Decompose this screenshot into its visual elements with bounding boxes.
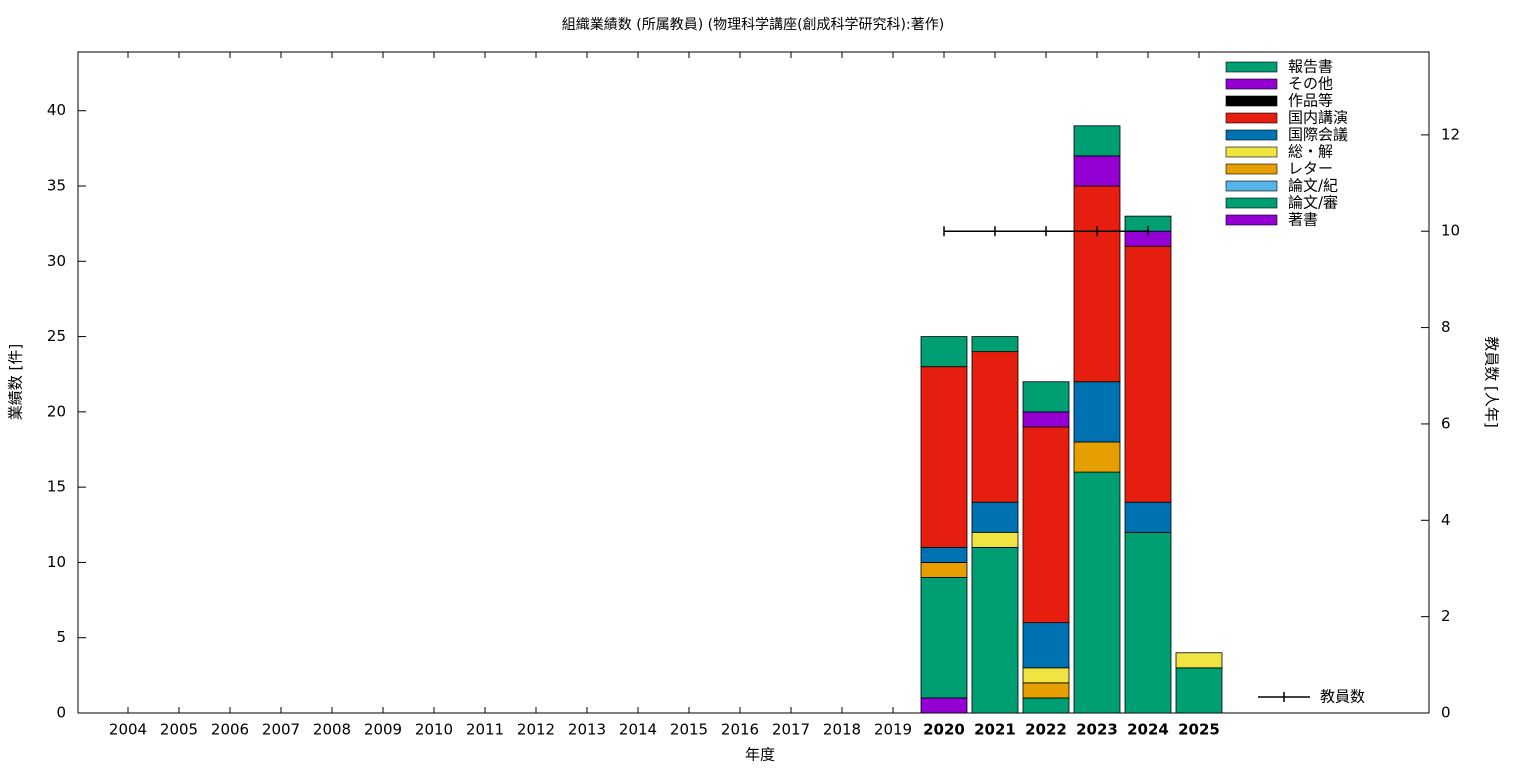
legend-label: 報告書 — [1288, 58, 1333, 76]
x-tick-label: 2025 — [1178, 721, 1220, 739]
legend-label: 著書 — [1288, 211, 1318, 229]
bar-segment — [971, 336, 1019, 353]
bar-segment — [920, 562, 968, 578]
legend-swatch — [1225, 180, 1278, 192]
legend-swatch — [1225, 78, 1278, 90]
y2-tick-label: 12 — [1441, 125, 1460, 143]
x-tick-label: 2024 — [1127, 721, 1169, 739]
bar-segment — [1022, 411, 1070, 428]
y2-tick-label: 2 — [1441, 607, 1451, 625]
bar-segment — [1073, 441, 1121, 473]
x-tick-label: 2013 — [568, 721, 606, 739]
y2-tick-label: 4 — [1441, 511, 1451, 529]
y-tick-label: 20 — [47, 402, 66, 420]
y2-tick-label: 6 — [1441, 414, 1451, 432]
x-axis-label: 年度 — [745, 746, 775, 764]
y-tick-label: 30 — [47, 252, 66, 270]
y2-tick-label: 8 — [1441, 318, 1451, 336]
bar-segment — [1022, 667, 1070, 684]
x-tick-label: 2018 — [823, 721, 861, 739]
x-tick-label: 2009 — [364, 721, 402, 739]
bar-segment — [1124, 245, 1172, 503]
bar-segment — [1124, 501, 1172, 533]
x-tick-label: 2010 — [415, 721, 453, 739]
bar-segment — [920, 546, 968, 563]
legend-swatch — [1225, 129, 1278, 141]
y2-tick-label: 0 — [1441, 704, 1451, 722]
bar-segment — [1073, 155, 1121, 187]
bar-segment — [1022, 682, 1070, 699]
bar-segment — [1022, 381, 1070, 413]
bar-segment — [1022, 426, 1070, 624]
x-tick-label: 2006 — [211, 721, 249, 739]
x-tick-label: 2019 — [874, 721, 912, 739]
bar-segment — [1073, 185, 1121, 383]
y-tick-label: 0 — [56, 704, 66, 722]
legend-label: 教員数 — [1320, 688, 1365, 706]
legend-swatch — [1225, 197, 1278, 209]
x-tick-label: 2017 — [772, 721, 810, 739]
bar-segment — [971, 546, 1019, 714]
x-tick-label: 2021 — [974, 721, 1016, 739]
legend-swatch — [1225, 163, 1278, 175]
x-tick-label: 2008 — [313, 721, 351, 739]
legend-label: 論文/紀 — [1288, 177, 1338, 195]
bar-segment — [971, 351, 1019, 503]
bar-segment — [1022, 697, 1070, 714]
bar-segment — [1073, 125, 1121, 157]
bar-segment — [1124, 531, 1172, 714]
x-tick-label: 2015 — [670, 721, 708, 739]
y-tick-label: 5 — [56, 628, 66, 646]
x-tick-label: 2011 — [466, 721, 504, 739]
y2-tick-label: 10 — [1441, 222, 1460, 240]
legend-label: レター — [1288, 160, 1333, 178]
bar-segment — [1175, 652, 1223, 669]
y-tick-label: 25 — [47, 327, 66, 345]
bar-segment — [971, 501, 1019, 533]
legend-swatch — [1225, 61, 1278, 73]
legend-label: その他 — [1288, 75, 1333, 93]
legend-swatch — [1225, 214, 1278, 226]
legend-label: 論文/審 — [1288, 194, 1338, 212]
legend-swatch — [1225, 146, 1278, 158]
plot-frame — [77, 51, 1430, 714]
x-tick-label: 2022 — [1025, 721, 1067, 739]
x-tick-label: 2004 — [109, 721, 147, 739]
legend-label: 国内講演 — [1288, 109, 1348, 127]
x-tick-label: 2005 — [160, 721, 198, 739]
x-tick-label: 2020 — [923, 721, 965, 739]
bar-segment — [920, 577, 968, 699]
x-tick-label: 2012 — [517, 721, 555, 739]
bar-segment — [920, 336, 968, 368]
legend-label: 作品等 — [1288, 92, 1333, 110]
bar-segment — [1022, 622, 1070, 669]
bar-segment — [1175, 667, 1223, 714]
y-tick-label: 15 — [47, 478, 66, 496]
bar-segment — [1073, 471, 1121, 714]
chart-title: 組織業績数 (所属教員) (物理科学講座(創成科学研究科):著作) — [562, 17, 944, 33]
legend-label: 国際会議 — [1288, 126, 1348, 144]
legend-swatch — [1225, 112, 1278, 124]
bar-segment — [971, 531, 1019, 548]
legend-label: 総・解 — [1288, 143, 1333, 161]
y-tick-label: 40 — [47, 101, 66, 119]
bar-segment — [920, 697, 968, 714]
x-tick-label: 2014 — [619, 721, 657, 739]
x-tick-label: 2023 — [1076, 721, 1118, 739]
bar-segment — [1073, 381, 1121, 443]
y-tick-label: 10 — [47, 553, 66, 571]
x-tick-label: 2016 — [721, 721, 759, 739]
y-axis-label: 業績数 [件] — [7, 344, 25, 420]
x-tick-label: 2007 — [262, 721, 300, 739]
bar-segment — [920, 366, 968, 548]
y2-axis-label: 教員数 [人年] — [1483, 336, 1501, 427]
y-tick-label: 35 — [47, 177, 66, 195]
legend-swatch — [1225, 95, 1278, 107]
